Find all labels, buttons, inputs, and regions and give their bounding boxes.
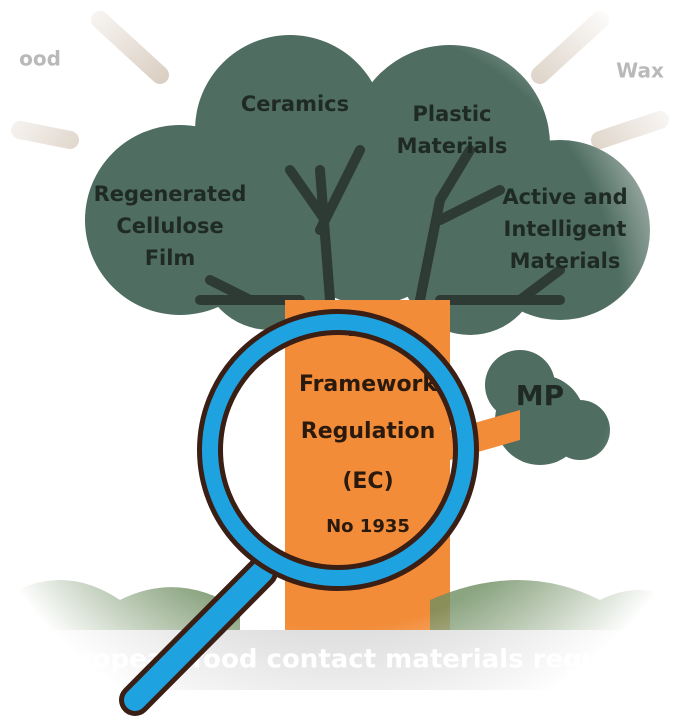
- branch-label: Cellulose: [116, 214, 223, 238]
- branch-label: Plastic: [413, 102, 492, 126]
- branch-label: MP: [516, 379, 564, 412]
- branch-label: Ceramics: [241, 92, 349, 116]
- illustration: ood Wax Regenerated Cellulose Film Ceram…: [0, 0, 676, 722]
- edge-label: ood: [19, 47, 61, 71]
- branch-label: Regenerated: [94, 182, 247, 206]
- branch-label: Film: [145, 246, 196, 270]
- trunk-label: No 1935: [326, 516, 410, 537]
- branch-label: Materials: [510, 249, 621, 273]
- branch-label: Active and: [502, 185, 627, 209]
- branch-label: Intelligent: [504, 217, 627, 241]
- edge-label: Wax: [616, 59, 664, 83]
- trunk-label: Framework: [299, 372, 438, 397]
- branch-label: Materials: [397, 134, 508, 158]
- trunk-label: (EC): [342, 469, 393, 494]
- trunk-label: Regulation: [301, 419, 436, 444]
